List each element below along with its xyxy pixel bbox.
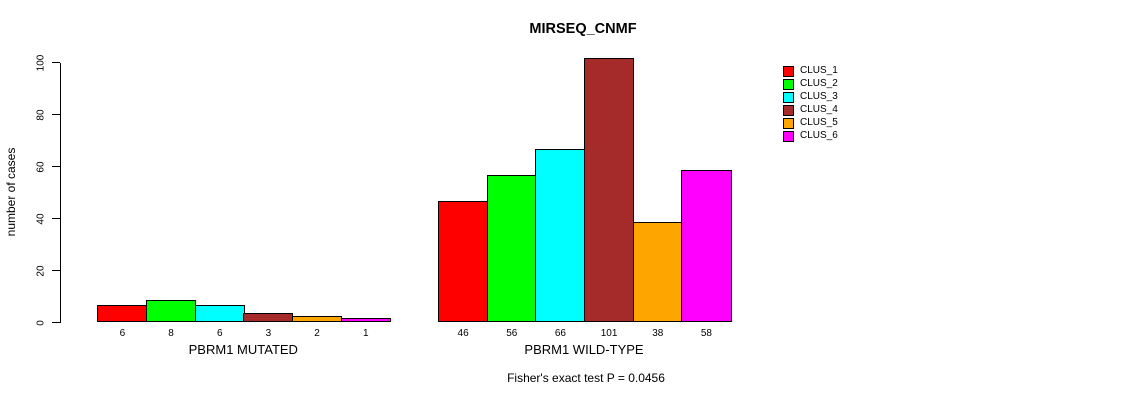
legend-label-clus-2: CLUS_2 — [800, 78, 838, 89]
legend-swatch-clus-1 — [783, 66, 794, 77]
bar-value-label: 66 — [554, 328, 566, 339]
fisher-test-annotation: Fisher's exact test P = 0.0456 — [507, 371, 665, 385]
bar-clus-4-pbrm1-wild-type — [584, 58, 635, 323]
bar-clus-1-pbrm1-wild-type — [438, 201, 489, 323]
y-tick-label: 80 — [35, 108, 47, 121]
y-tick-label: 100 — [35, 54, 47, 71]
bar-value-label: 38 — [652, 328, 664, 339]
y-tick-label: 0 — [35, 319, 47, 326]
y-tick-mark — [52, 217, 60, 219]
legend-swatch-clus-6 — [783, 131, 794, 142]
bar-clus-5-pbrm1-mutated — [291, 315, 343, 323]
legend-label-clus-5: CLUS_5 — [800, 117, 838, 128]
y-tick-label: 60 — [35, 160, 47, 173]
bar-value-label: 8 — [168, 328, 174, 339]
category-label-pbrm1-wild-type: PBRM1 WILD-TYPE — [524, 342, 644, 357]
y-tick-mark — [52, 61, 60, 63]
legend-swatch-clus-4 — [783, 105, 794, 116]
bar-clus-5-pbrm1-wild-type — [632, 222, 683, 323]
bar-value-label: 3 — [265, 328, 272, 339]
legend-label-clus-3: CLUS_3 — [800, 91, 838, 102]
bar-value-label: 2 — [314, 328, 320, 339]
legend-swatch-clus-3 — [783, 92, 794, 103]
y-tick-mark — [52, 113, 60, 115]
y-tick-mark — [52, 269, 60, 271]
bar-clus-6-pbrm1-mutated — [340, 318, 391, 323]
bar-value-label: 56 — [506, 328, 518, 339]
bar-clus-6-pbrm1-wild-type — [681, 170, 732, 323]
legend-label-clus-4: CLUS_4 — [800, 104, 838, 115]
y-tick-label: 40 — [35, 212, 47, 225]
bar-clus-4-pbrm1-mutated — [243, 313, 294, 323]
bar-value-label: 1 — [362, 328, 369, 339]
bar-value-label: 6 — [119, 328, 126, 339]
legend-swatch-clus-5 — [783, 118, 794, 129]
bar-clus-1-pbrm1-mutated — [97, 305, 148, 323]
legend-swatch-clus-2 — [783, 79, 794, 90]
y-tick-label: 20 — [35, 264, 47, 277]
y-axis-line — [60, 62, 62, 323]
bar-clus-2-pbrm1-mutated — [145, 300, 197, 323]
bar-clus-3-pbrm1-mutated — [194, 305, 245, 323]
y-tick-mark — [52, 165, 60, 167]
category-label-pbrm1-mutated: PBRM1 MUTATED — [188, 342, 298, 357]
bar-value-label: 6 — [216, 328, 223, 339]
bar-value-label: 58 — [700, 328, 712, 339]
chart-title: MIRSEQ_CNMF — [529, 21, 637, 37]
bar-clus-3-pbrm1-wild-type — [535, 149, 586, 323]
legend-label-clus-1: CLUS_1 — [800, 65, 838, 76]
bar-value-label: 101 — [600, 328, 618, 339]
y-tick-mark — [52, 321, 60, 323]
bar-clus-2-pbrm1-wild-type — [486, 175, 537, 323]
bar-value-label: 46 — [457, 328, 469, 339]
legend-label-clus-6: CLUS_6 — [800, 130, 838, 141]
